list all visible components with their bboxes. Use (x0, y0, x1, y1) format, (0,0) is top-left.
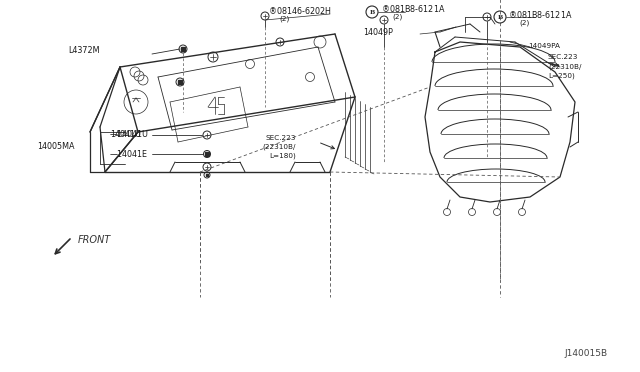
Text: B: B (497, 15, 502, 19)
Text: (22310B/: (22310B/ (262, 144, 296, 150)
Text: (2): (2) (519, 20, 529, 26)
Text: L=180): L=180) (269, 153, 296, 159)
Text: FRONT: FRONT (78, 235, 111, 245)
Text: (2): (2) (279, 16, 289, 22)
Text: —14041E: —14041E (110, 150, 148, 158)
Text: B: B (369, 10, 374, 15)
Text: SEC.223: SEC.223 (548, 54, 579, 60)
Text: —14041U: —14041U (110, 129, 149, 138)
Text: J140015B: J140015B (565, 350, 608, 359)
Text: 14049PA: 14049PA (528, 43, 560, 49)
Text: 14049P: 14049P (363, 28, 393, 36)
Text: $\circledR$081B8-6121A: $\circledR$081B8-6121A (508, 9, 573, 19)
Text: (22310B/: (22310B/ (548, 64, 582, 70)
Bar (205, 153, 209, 155)
Text: $\circledR$081B8-6121A: $\circledR$081B8-6121A (381, 3, 445, 13)
Bar (205, 174, 209, 176)
Text: L=250): L=250) (548, 73, 575, 79)
Text: 14041U: 14041U (110, 129, 141, 138)
Text: 14005MA: 14005MA (38, 141, 75, 151)
Text: L4372M: L4372M (68, 45, 100, 55)
Text: $\circledR$08146-6202H: $\circledR$08146-6202H (268, 4, 332, 16)
Text: (2): (2) (392, 14, 403, 20)
Bar (181, 47, 185, 51)
Bar (178, 80, 182, 84)
Text: SEC.223: SEC.223 (266, 135, 296, 141)
